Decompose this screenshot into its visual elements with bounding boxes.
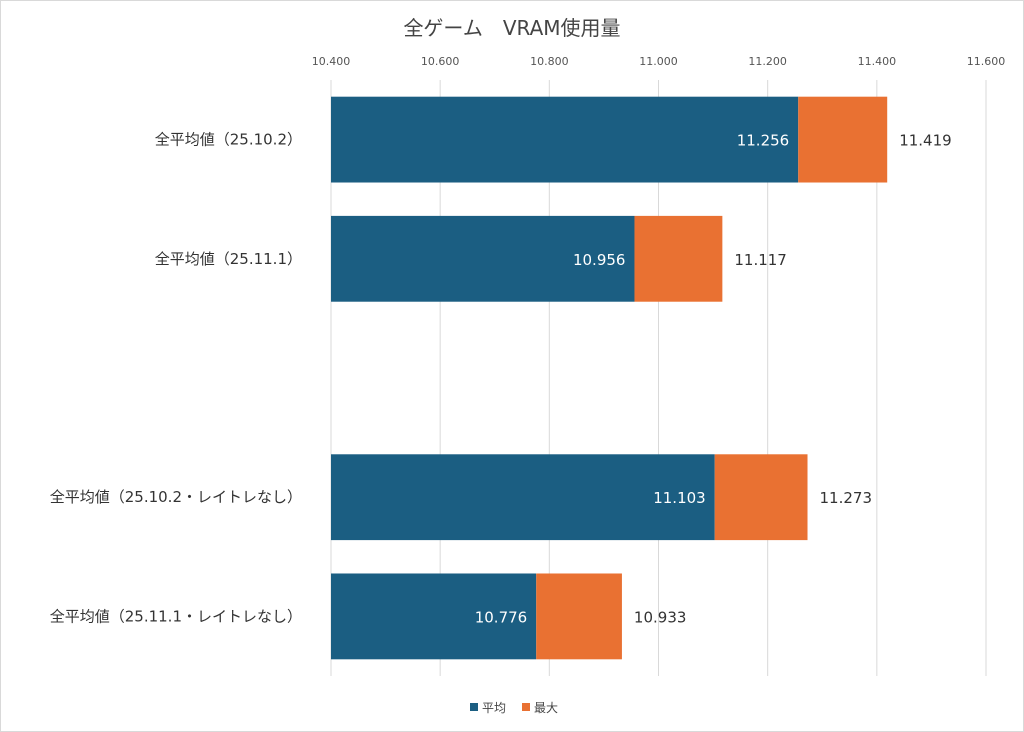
- x-tick-label: 11.000: [639, 55, 678, 68]
- bar-average: [331, 215, 635, 302]
- x-tick-label: 11.200: [748, 55, 787, 68]
- x-tick-label: 10.600: [421, 55, 460, 68]
- bar-max: [536, 573, 622, 660]
- x-tick-label: 10.400: [312, 55, 351, 68]
- bar-average: [331, 573, 537, 660]
- data-label-max: 11.117: [734, 251, 787, 269]
- x-tick-label: 11.400: [858, 55, 897, 68]
- data-label-average: 10.956: [573, 251, 626, 269]
- data-label-average: 11.103: [653, 489, 706, 507]
- bars: [331, 96, 888, 660]
- x-tick-label: 11.600: [967, 55, 1006, 68]
- legend: 平均 最大: [470, 701, 558, 715]
- data-label-average: 10.776: [475, 608, 528, 626]
- category-label: 全平均値（25.11.1・レイトレなし）: [50, 607, 302, 625]
- data-labels: 11.256 11.419 10.956 11.117 11.103 11.273 10.7…: [475, 132, 952, 627]
- data-label-max: 10.933: [634, 608, 687, 626]
- chart-title: 全ゲーム VRAM使用量: [403, 16, 620, 40]
- legend-label-avg: 平均: [482, 701, 506, 715]
- data-label-max: 11.419: [899, 132, 952, 150]
- data-label-average: 11.256: [737, 132, 790, 150]
- bar-max: [714, 454, 808, 541]
- legend-label-max: 最大: [534, 701, 558, 715]
- x-tick-label: 10.800: [530, 55, 569, 68]
- legend-swatch-avg: [470, 703, 478, 711]
- legend-swatch-max: [522, 703, 530, 711]
- bar-average: [331, 454, 715, 541]
- category-label: 全平均値（25.10.2・レイトレなし）: [50, 488, 302, 506]
- category-labels: 全平均値（25.10.2） 全平均値（25.11.1） 全平均値（25.10.2・レ…: [50, 131, 302, 626]
- category-label: 全平均値（25.10.2）: [155, 131, 302, 149]
- bar-max: [634, 215, 723, 302]
- bar-average: [331, 96, 799, 183]
- bar-max: [798, 96, 888, 183]
- category-label: 全平均値（25.11.1）: [155, 250, 302, 268]
- x-axis-ticks: 10.400 10.600 10.800 11.000 11.200 11.400 11.6…: [312, 55, 1006, 68]
- data-label-max: 11.273: [820, 489, 873, 507]
